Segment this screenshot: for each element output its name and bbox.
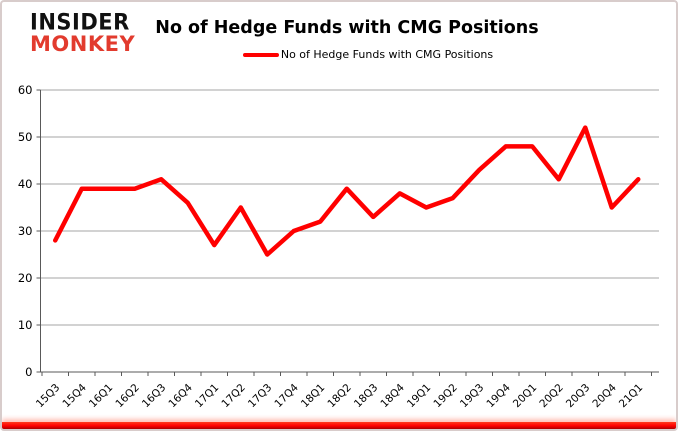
- legend-label: No of Hedge Funds with CMG Positions: [280, 48, 494, 61]
- x-axis-label: 19Q3: [458, 382, 487, 411]
- x-axis-label: 17Q1: [193, 382, 222, 411]
- x-axis-label: 17Q2: [219, 382, 248, 411]
- x-axis-label: 15Q3: [34, 382, 63, 411]
- series-line: [53, 125, 641, 257]
- y-axis-label: 30: [18, 224, 33, 238]
- x-axis-label: 20Q4: [590, 381, 619, 410]
- x-axis-label: 18Q2: [325, 382, 354, 411]
- x-axis-label: 18Q3: [352, 382, 381, 411]
- chart-legend: No of Hedge Funds with CMG Positions: [2, 48, 676, 61]
- x-axis-label: 15Q4: [60, 381, 89, 410]
- x-axis-label: 18Q4: [378, 381, 407, 410]
- chart-header: No of Hedge Funds with CMG Positions No …: [2, 2, 676, 61]
- y-axis-label: 60: [18, 83, 33, 97]
- x-axis-label: 16Q4: [166, 381, 195, 410]
- bottom-red-bar: [2, 422, 676, 429]
- y-axis-label: 0: [25, 365, 32, 379]
- x-axis-label: 20Q1: [511, 382, 540, 411]
- y-axis-label: 20: [18, 271, 33, 285]
- insider-monkey-logo: INSIDER MONKEY: [30, 9, 136, 56]
- logo-text-insider: INSIDER: [30, 9, 130, 35]
- logo-text-monkey: MONKEY: [30, 32, 136, 56]
- x-axis-label: 16Q1: [87, 382, 116, 411]
- chart-title: No of Hedge Funds with CMG Positions: [155, 18, 539, 38]
- x-axis-label: 18Q1: [299, 382, 328, 411]
- y-axis-label: 50: [18, 130, 33, 144]
- x-axis-label: 16Q2: [113, 382, 142, 411]
- y-axis-label: 40: [18, 177, 33, 191]
- x-axis-label: 17Q4: [272, 381, 301, 410]
- x-axis-label: 19Q2: [431, 382, 460, 411]
- x-axis-label: 21Q1: [617, 382, 646, 411]
- x-axis-label: 19Q1: [405, 382, 434, 411]
- legend-line-swatch: [242, 52, 279, 57]
- x-axis-label: 19Q4: [484, 381, 513, 410]
- y-axis-label: 10: [18, 318, 33, 332]
- x-axis-label: 20Q3: [564, 382, 593, 411]
- x-axis-label: 20Q2: [537, 382, 566, 411]
- x-axis-label: 17Q3: [246, 382, 275, 411]
- x-axis-label: 16Q3: [140, 382, 169, 411]
